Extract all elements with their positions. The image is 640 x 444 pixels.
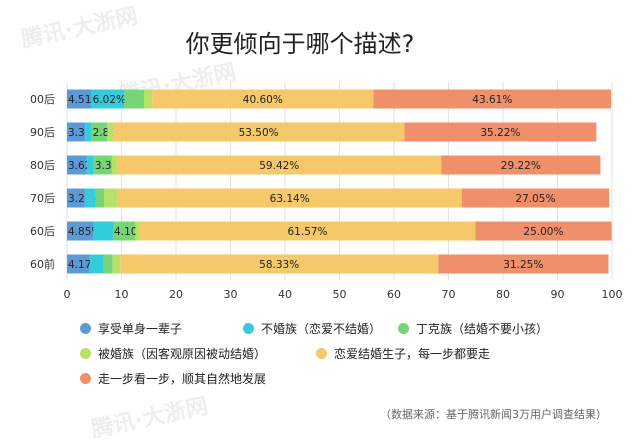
bar-segment — [438, 254, 609, 274]
legend-item: 恋爱结婚生子，每一步都要走 — [316, 345, 490, 362]
y-category-label: 90后 — [30, 126, 55, 139]
y-category-label: 60前 — [30, 257, 55, 271]
data-label: 25.00% — [523, 226, 563, 238]
legend-item: 走一步看一步，顺其自然地发展 — [80, 370, 266, 387]
legend-item: 享受单身一辈子 — [80, 320, 182, 337]
bar-segment — [124, 89, 145, 109]
bar-segment — [120, 254, 439, 274]
bar-segment — [91, 89, 125, 109]
data-label: 4.85% — [68, 226, 101, 238]
data-label: 31.25% — [503, 259, 543, 271]
bar-segment — [117, 188, 462, 208]
data-label: 43.61% — [472, 94, 512, 106]
x-tick-label: 0 — [64, 288, 71, 301]
bar-segment — [84, 188, 96, 208]
y-category-label: 60后 — [30, 225, 55, 238]
x-tick-label: 70 — [442, 288, 456, 301]
legend-swatch — [80, 373, 91, 384]
bar-segment — [91, 122, 108, 142]
legend-swatch — [80, 348, 91, 359]
x-tick-label: 10 — [115, 288, 129, 301]
bar-segment — [93, 155, 112, 175]
y-category-label: 70后 — [30, 192, 55, 205]
bar-segment — [113, 221, 136, 241]
data-label: 61.57% — [288, 226, 328, 238]
bar-segment — [139, 221, 476, 241]
legend-swatch — [398, 323, 409, 334]
x-tick-label: 80 — [496, 288, 510, 301]
bar-segment — [67, 188, 85, 208]
bar-segment — [404, 122, 597, 142]
chart-title: 你更倾向于哪个描述? — [186, 30, 415, 58]
data-label: 63.14% — [270, 193, 310, 205]
legend-item: 不婚族（恋爱不结婚） — [243, 320, 381, 337]
bar-segment — [67, 221, 94, 241]
x-tick-label: 20 — [169, 288, 183, 301]
x-tick-label: 100 — [602, 288, 623, 301]
bar-segment — [103, 254, 113, 274]
legend-item: 被婚族（因客观原因被动结婚） — [80, 345, 266, 362]
legend-swatch — [243, 323, 254, 334]
x-tick-label: 90 — [551, 288, 565, 301]
data-label: 27.05% — [515, 193, 555, 205]
data-label: 53.50% — [239, 127, 279, 139]
bar-segment — [112, 122, 405, 142]
data-label: 35.22% — [480, 127, 520, 139]
legend-label: 不婚族（恋爱不结婚） — [261, 322, 382, 336]
bar-segment — [95, 188, 105, 208]
x-tick-label: 30 — [224, 288, 238, 301]
bar-segment — [152, 89, 374, 109]
bar-segment — [67, 122, 86, 142]
x-tick-label: 60 — [387, 288, 401, 301]
legend-swatch — [80, 323, 91, 334]
x-tick-label: 40 — [278, 288, 292, 301]
bar-segment — [144, 89, 153, 109]
legend-swatch — [316, 348, 327, 359]
data-label: 59.42% — [259, 160, 299, 172]
bar-segment — [85, 122, 92, 142]
bar-segment — [373, 89, 612, 109]
legend-item: 丁克族（结婚不要小孩） — [398, 320, 548, 337]
bar-segment — [107, 122, 113, 142]
bar-segment — [93, 221, 114, 241]
source-note: （数据来源：基于腾讯新闻3万用户调查结果） — [380, 408, 607, 421]
bar-segment — [112, 254, 121, 274]
y-category-label: 80后 — [30, 159, 55, 172]
bar-segment — [67, 155, 87, 175]
bar-segment — [86, 155, 94, 175]
bar-segment — [475, 221, 612, 241]
y-category-label: 00后 — [30, 93, 55, 106]
legend-label: 恋爱结婚生子，每一步都要走 — [334, 347, 491, 361]
data-label: 29.22% — [501, 160, 541, 172]
bar-segment — [89, 254, 104, 274]
bar-segment — [117, 155, 442, 175]
data-label: 6.02% — [93, 94, 126, 106]
bar-segment — [67, 254, 90, 274]
bar-segment — [461, 188, 610, 208]
legend-label: 丁克族（结婚不要小孩） — [416, 322, 549, 336]
data-label: 40.60% — [243, 94, 283, 106]
bar-segment — [104, 188, 118, 208]
legend-label: 走一步看一步，顺其自然地发展 — [98, 372, 267, 386]
legend-label: 享受单身一辈子 — [98, 322, 183, 336]
bar-segment — [135, 221, 140, 241]
bar-segment — [67, 89, 92, 109]
data-label: 58.33% — [259, 259, 299, 271]
x-tick-label: 50 — [333, 288, 347, 301]
legend-label: 被婚族（因客观原因被动结婚） — [98, 347, 267, 361]
bar-segment — [441, 155, 601, 175]
bar-segment — [111, 155, 118, 175]
